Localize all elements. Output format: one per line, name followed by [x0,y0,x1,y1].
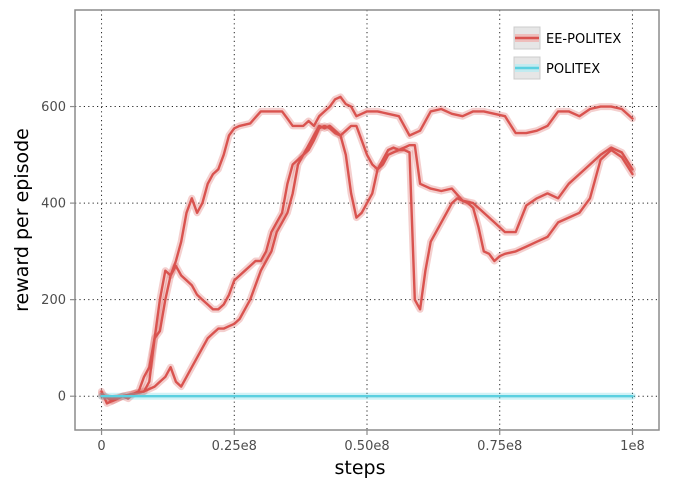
series-group [98,93,636,407]
series-line-ee-politex-0 [100,95,634,405]
series-line-ee-politex-1 [100,124,634,403]
series-line-ee-politex-2 [100,124,634,400]
y-tick-label: 0 [58,390,66,405]
x-tick-label: 0.25e8 [212,439,257,454]
y-tick-label: 200 [41,293,66,308]
x-tick-label: 0.75e8 [477,439,522,454]
x-tick-label: 0.50e8 [344,439,389,454]
legend: EE-POLITEX POLITEX [513,26,621,80]
legend-label-ee-politex: EE-POLITEX [546,32,621,47]
x-axis-title: steps [335,457,386,479]
y-axis-ticks: 0 200 400 600 [41,100,75,405]
y-tick-label: 400 [41,197,66,212]
y-tick-label: 600 [41,100,66,115]
x-tick-label: 0 [97,439,105,454]
y-axis-title: reward per episode [11,128,33,312]
x-axis-ticks: 0 0.25e8 0.50e8 0.75e8 1e8 [97,430,645,454]
legend-label-politex: POLITEX [546,62,600,77]
x-tick-label: 1e8 [620,439,645,454]
